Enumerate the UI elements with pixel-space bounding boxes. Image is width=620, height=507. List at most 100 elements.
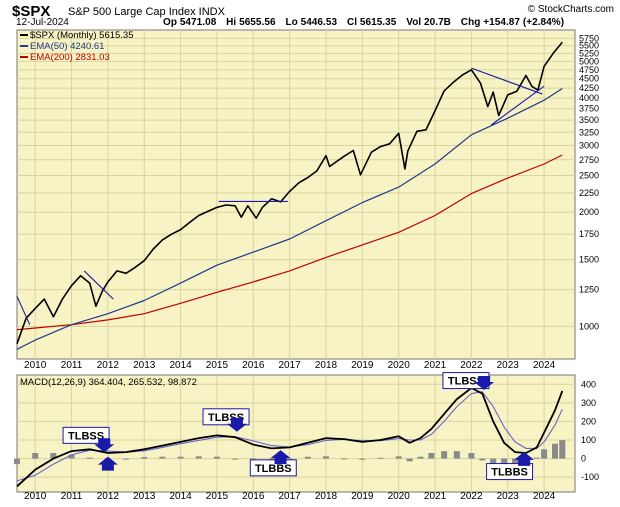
quote-strip: Op 5471.08 Hi 5655.56 Lo 5446.53 Cl 5615…: [163, 17, 571, 28]
price-x-tick-label: 2019: [351, 360, 374, 371]
macd-hist-bar: [541, 449, 548, 459]
macd-x-tick-label: 2024: [533, 491, 556, 502]
price-y-tick-label: 1500: [579, 255, 599, 265]
price-x-tick-label: 2012: [97, 360, 120, 371]
annotation-box: [486, 463, 534, 481]
macd-hist-bar: [86, 457, 93, 459]
macd-hist-bar: [479, 458, 486, 461]
ema50-line: [16, 87, 563, 350]
arrow-up-icon: [97, 456, 118, 471]
macd-hist-bar: [304, 456, 311, 459]
price-y-tick-label: 5500: [579, 41, 599, 51]
macd-hist-bar: [141, 457, 148, 459]
macd-hist-bar: [195, 456, 202, 459]
macd-x-tick-label: 2012: [97, 491, 120, 502]
price-panel: [16, 29, 576, 360]
price-x-tick-label: 2015: [206, 360, 229, 371]
close-value: Cl 5615.35: [346, 17, 397, 28]
annotation-label: TLBSS: [448, 376, 484, 388]
price-y-tick-label: 2000: [579, 207, 599, 217]
macd-x-tick-label: 2022: [460, 491, 483, 502]
price-y-tick-label: 4250: [579, 83, 599, 93]
price-x-tick-label: 2014: [169, 360, 192, 371]
macd-hist-bar: [428, 453, 435, 459]
price-y-tick-label: 4750: [579, 65, 599, 75]
annotation-label: TLBBS: [255, 463, 292, 475]
low-value: Lo 5446.53: [285, 17, 338, 28]
price-y-tick-label: 4000: [579, 93, 599, 103]
macd-hist-bar: [395, 456, 402, 459]
arrow-down-icon: [94, 438, 115, 453]
price-y-tick-label: 2750: [579, 155, 599, 165]
macd-x-tick-label: 2013: [133, 491, 156, 502]
price-x-tick-label: 2018: [315, 360, 338, 371]
price-y-tick-label: 1750: [579, 229, 599, 239]
macd-x-tick-label: 2018: [315, 491, 338, 502]
price-line: [16, 41, 563, 344]
trendline: [471, 67, 543, 95]
legend-entry: $SPX (Monthly) 5615.35: [30, 30, 134, 41]
open-value: Op 5471.08: [163, 17, 217, 28]
annotation-label: TLBBS: [491, 467, 528, 479]
macd-legend: MACD(12,26,9) 364.404, 265.532, 98.872: [20, 377, 197, 388]
macd-hist-bar: [213, 456, 220, 459]
price-y-tick-label: 3000: [579, 140, 599, 150]
price-x-tick-label: 2010: [24, 360, 47, 371]
macd-hist-bar: [441, 451, 448, 459]
trendline: [491, 85, 545, 126]
chart-header: $SPX S&P 500 Large Cap Index INDX © Stoc…: [0, 0, 620, 30]
macd-hist-bar: [417, 456, 424, 459]
price-x-tick-label: 2011: [61, 360, 83, 371]
trendline: [16, 296, 31, 325]
macd-x-tick-label: 2011: [61, 491, 83, 502]
macd-hist-bar: [123, 458, 130, 460]
macd-hist-bar: [14, 458, 20, 465]
change-value: Chg +154.87 (+2.84%): [460, 17, 565, 28]
annotation-box: [62, 426, 110, 444]
macd-y-tick-label: 200: [581, 416, 596, 426]
macd-hist-bar: [177, 456, 184, 459]
price-y-tick-label: 3750: [579, 104, 599, 114]
price-y-tick-label: 2500: [579, 170, 599, 180]
macd-hist-bar: [377, 457, 384, 459]
macd-hist-bar: [559, 440, 566, 459]
macd-hist-bar: [68, 454, 75, 459]
macd-hist-bar: [359, 458, 366, 460]
price-x-tick-label: 2023: [497, 360, 520, 371]
macd-x-tick-label: 2015: [206, 491, 229, 502]
price-x-tick-label: 2016: [242, 360, 265, 371]
macd-x-tick-label: 2020: [388, 491, 411, 502]
macd-y-tick-label: 400: [581, 379, 596, 389]
price-y-tick-label: 2250: [579, 188, 599, 198]
legend-entry: EMA(50) 4240.61: [30, 41, 104, 52]
macd-x-tick-label: 2016: [242, 491, 265, 502]
macd-x-tick-label: 2010: [24, 491, 47, 502]
price-y-tick-label: 4500: [579, 74, 599, 84]
macd-hist-bar: [50, 453, 57, 459]
macd-hist-bar: [32, 453, 39, 459]
price-x-tick-label: 2013: [133, 360, 156, 371]
price-y-tick-label: 3500: [579, 115, 599, 125]
trendline: [83, 270, 114, 300]
arrow-up-icon: [270, 450, 291, 465]
macd-hist-bar: [286, 458, 293, 460]
annotation-label: TLBSS: [68, 430, 104, 442]
ema200-line: [16, 154, 563, 331]
price-y-tick-label: 3250: [579, 127, 599, 137]
macd-x-tick-label: 2021: [424, 491, 447, 502]
macd-hist-bar: [552, 443, 559, 459]
price-x-tick-label: 2021: [424, 360, 447, 371]
volume-value: Vol 20.7B: [406, 17, 451, 28]
quote-date: 12-Jul-2024: [16, 17, 69, 28]
arrow-down-icon: [226, 417, 247, 432]
macd-x-tick-label: 2019: [351, 491, 374, 502]
legend-entry: EMA(200) 2831.03: [30, 52, 110, 63]
watermark: © StockCharts.com: [527, 4, 614, 15]
macd-y-tick-label: 300: [581, 398, 596, 408]
price-y-tick-label: 1000: [579, 321, 599, 331]
arrow-down-icon: [474, 376, 495, 390]
macd-y-tick-label: 0: [581, 454, 586, 464]
macd-x-tick-label: 2014: [169, 491, 192, 502]
price-y-tick-label: 5750: [579, 33, 599, 43]
